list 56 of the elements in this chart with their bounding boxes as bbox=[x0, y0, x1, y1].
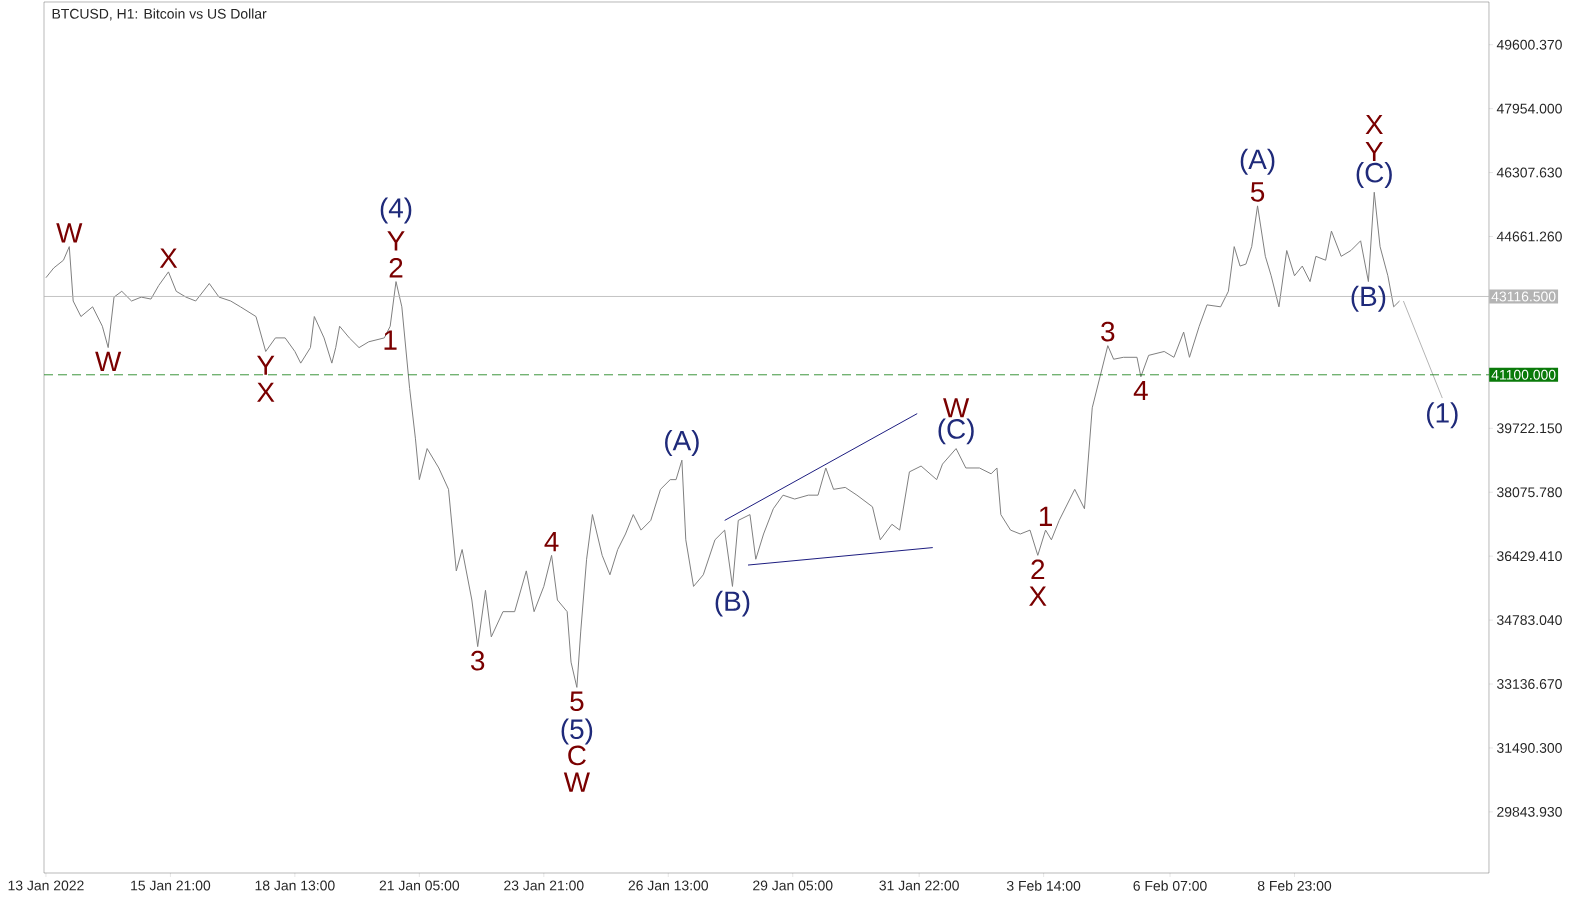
annotation: 2 bbox=[1031, 559, 1045, 580]
x-tick-label: 18 Jan 13:00 bbox=[255, 880, 335, 891]
y-tick-label: 31490.300 bbox=[1497, 743, 1562, 753]
y-tick-label: 44661.260 bbox=[1496, 231, 1562, 242]
y-tick-label: 46307.630 bbox=[1496, 167, 1562, 178]
annotation: 4 bbox=[1133, 380, 1148, 401]
annotation: X bbox=[257, 382, 275, 402]
annotation: (A) bbox=[1240, 148, 1275, 175]
y-tick-label: 47954.000 bbox=[1496, 103, 1562, 114]
annotation: X bbox=[1365, 114, 1383, 135]
annotation: Y bbox=[1365, 141, 1383, 162]
annotation: 5 bbox=[570, 691, 584, 712]
annotation: X bbox=[1029, 586, 1047, 606]
annotation: W bbox=[563, 772, 590, 792]
y-tick-label: 34783.040 bbox=[1497, 615, 1562, 626]
annotation: W bbox=[943, 398, 970, 418]
annotation: (C) bbox=[938, 418, 974, 445]
annotation: Y bbox=[257, 355, 275, 375]
annotation: (B) bbox=[715, 590, 750, 617]
annotation: W bbox=[95, 351, 122, 371]
x-tick-label: 15 Jan 21:00 bbox=[131, 880, 211, 891]
annotation: 1 bbox=[1039, 506, 1052, 526]
x-tick-label: 26 Jan 13:00 bbox=[628, 880, 709, 891]
y-tick-label: 38075.780 bbox=[1497, 487, 1562, 498]
x-tick-label: 13 Jan 2022 bbox=[8, 880, 84, 891]
annotation: 4 bbox=[544, 531, 559, 552]
annotation: 2 bbox=[389, 257, 403, 278]
x-tick-label: 23 Jan 21:00 bbox=[504, 880, 584, 891]
annotation: 5 bbox=[1250, 182, 1265, 202]
annotation: 1 bbox=[384, 330, 397, 350]
y-tick-label: 49600.370 bbox=[1496, 39, 1562, 50]
y-tick-label: 29843.930 bbox=[1497, 806, 1562, 817]
annotation: C bbox=[568, 745, 586, 766]
annotation: (1) bbox=[1426, 402, 1458, 429]
annotation: 3 bbox=[470, 650, 485, 671]
annotation: (B) bbox=[1351, 285, 1386, 312]
annotation: X bbox=[159, 248, 178, 268]
ref-line-label: 43116.500 bbox=[1491, 291, 1556, 302]
annotation: (C) bbox=[1356, 162, 1392, 189]
annotation: (A) bbox=[665, 430, 699, 457]
ref-line-label: 41100.000 bbox=[1491, 369, 1556, 380]
x-tick-label: 29 Jan 05:00 bbox=[753, 880, 833, 891]
y-tick-label: 36429.410 bbox=[1497, 551, 1562, 562]
annotation: 3 bbox=[1101, 321, 1115, 342]
x-tick-label: 8 Feb 23:00 bbox=[1257, 880, 1332, 891]
x-tick-label: 21 Jan 05:00 bbox=[379, 880, 460, 891]
annotation: (5) bbox=[561, 718, 593, 745]
x-tick-label: 31 Jan 22:00 bbox=[879, 880, 959, 891]
chart-title: BTCUSD, H1: Bitcoin vs US Dollar bbox=[52, 8, 267, 21]
annotation: W bbox=[56, 223, 83, 243]
y-tick-label: 39722.150 bbox=[1497, 423, 1562, 434]
x-tick-label: 6 Feb 07:00 bbox=[1133, 880, 1207, 891]
annotation: (4) bbox=[380, 197, 412, 224]
x-tick-label: 3 Feb 14:00 bbox=[1006, 880, 1081, 891]
annotation: Y bbox=[387, 231, 405, 251]
y-tick-label: 33136.670 bbox=[1497, 679, 1562, 689]
